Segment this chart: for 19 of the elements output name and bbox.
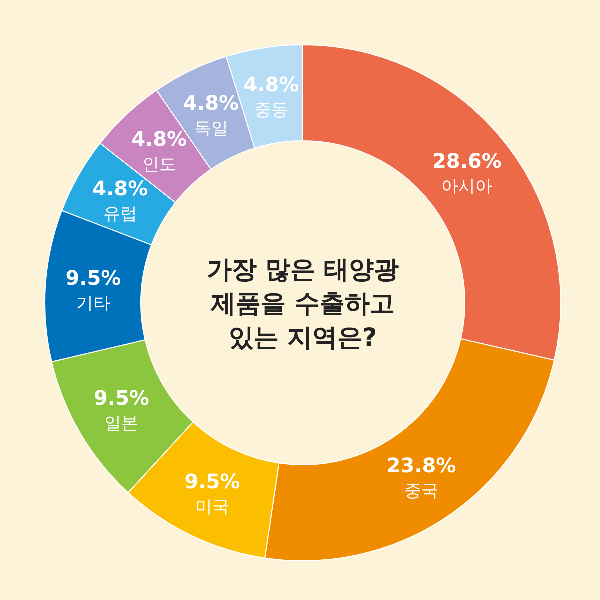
data-label: 4.8% — [184, 91, 240, 116]
slice-label: 독일 — [194, 119, 228, 140]
data-label: 4.8% — [244, 72, 300, 96]
slice-label: 중동 — [254, 100, 288, 120]
data-label: 23.8% — [386, 453, 456, 478]
data-label: 4.8% — [92, 176, 148, 200]
text: 가장 많은 태양광 제품을 수출하고 있는 지역은? — [206, 255, 400, 352]
slice-label: 인도 — [142, 154, 176, 175]
data-label: 9.5% — [66, 266, 122, 290]
slice-label: 유럽 — [103, 204, 138, 224]
slice-label: 미국 — [195, 497, 230, 518]
data-label: 4.8% — [132, 126, 188, 151]
slice-label: 중국 — [404, 481, 438, 502]
data-label: 9.5% — [94, 386, 150, 410]
slice-label: 기타 — [76, 294, 110, 314]
data-label: 28.6% — [432, 149, 502, 174]
slice-label: 아시아 — [442, 177, 493, 198]
data-label: 9.5% — [184, 469, 240, 494]
slice-label: 일본 — [104, 414, 139, 434]
